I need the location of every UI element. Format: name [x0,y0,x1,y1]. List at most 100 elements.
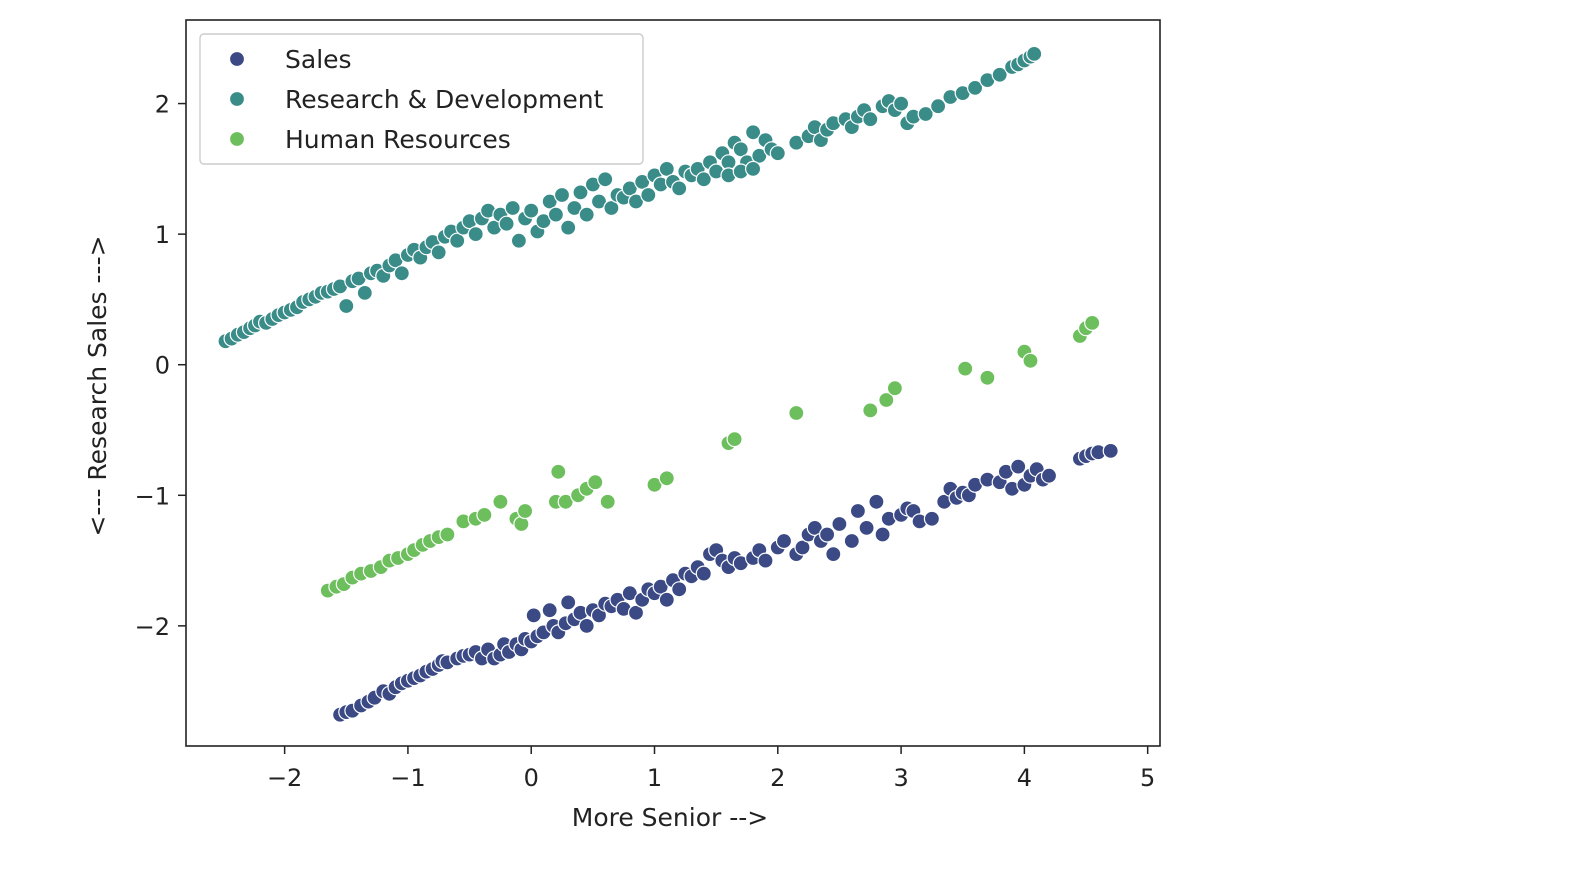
data-point [892,95,910,112]
data-point [957,360,974,377]
data-point [476,506,493,524]
data-point [868,493,885,510]
data-point [640,186,657,204]
data-point [1010,458,1027,475]
data-point [356,284,373,301]
data-point [550,463,567,480]
x-tick-label: 0 [524,764,539,792]
x-tick-label: 3 [893,764,908,792]
x-tick-label: 4 [1017,764,1032,792]
data-point [878,391,895,409]
data-point [757,552,774,569]
data-point [744,160,762,177]
data-point [917,105,934,123]
data-point [874,526,891,543]
y-axis: −2 −1 0 1 2 [135,91,186,641]
data-point [775,532,793,550]
data-point [560,594,577,611]
legend-marker [228,130,246,148]
data-point [603,199,620,217]
data-point [825,545,842,563]
data-point [597,171,614,188]
y-axis-title: <--- Research Sales ---> [83,235,112,536]
data-point [858,519,875,537]
legend-label: Research & Development [285,85,604,114]
data-point [862,111,879,128]
x-tick-label: 2 [770,764,785,792]
data-point [831,515,848,533]
data-point [671,581,688,598]
data-point [599,493,616,510]
data-point [1026,45,1043,63]
data-point [843,532,860,550]
x-tick-label: 5 [1140,764,1155,792]
y-tick-label: 1 [155,221,170,249]
data-point [449,232,466,249]
data-point [658,160,675,177]
legend-frame [199,33,644,165]
data-point [516,502,534,520]
x-tick-label: −2 [267,764,302,792]
data-point [732,141,749,158]
data-point [439,526,456,543]
data-point [504,199,521,217]
data-point [726,431,743,448]
legend-label: Sales [285,45,352,74]
data-point [862,402,879,419]
data-point [590,193,608,210]
data-point [547,206,565,223]
data-point [966,79,984,97]
data-point [430,244,447,261]
data-point [510,232,528,249]
data-point [979,369,996,386]
data-point [338,297,355,315]
data-point [535,213,552,230]
data-point [658,470,675,487]
y-tick-label: −2 [135,613,170,641]
x-axis: −2 −1 0 1 2 3 4 5 [267,746,1155,792]
data-point [695,565,712,582]
plot-area-frame [185,19,1161,747]
data-point [578,617,595,635]
data-point [788,404,805,422]
data-point [744,124,762,141]
data-point [467,226,484,243]
legend-marker [228,50,246,68]
data-point [621,180,638,197]
y-tick-label: 2 [155,91,170,119]
data-point [557,493,574,510]
data-point [541,602,558,619]
legend: Sales Research & Development Human Resourc… [199,33,644,165]
legend-label: Human Resources [285,125,511,154]
x-tick-label: 1 [647,764,662,792]
data-point [1022,352,1039,369]
data-point [849,502,867,520]
data-point [566,199,583,217]
data-point [929,98,947,115]
data-point [621,585,638,602]
data-point [492,493,509,510]
y-tick-label: 0 [155,352,170,380]
legend-marker [228,90,246,108]
data-point [658,591,675,608]
data-point [769,145,786,162]
data-point [806,519,823,537]
data-point [1084,314,1101,331]
data-point [560,219,577,236]
data-point [671,180,688,197]
x-axis-title: More Senior --> [572,803,768,832]
data-point [553,186,571,204]
data-points [217,45,1119,723]
data-point [578,206,595,223]
data-point [1102,442,1119,459]
data-point [587,474,604,491]
data-point [818,526,836,543]
data-point [525,607,542,624]
data-point [1040,467,1058,484]
y-tick-label: −1 [135,482,170,510]
x-tick-label: −1 [390,764,425,792]
data-point [498,215,515,232]
data-point [627,604,645,621]
data-point [695,171,712,188]
data-point [886,380,904,397]
